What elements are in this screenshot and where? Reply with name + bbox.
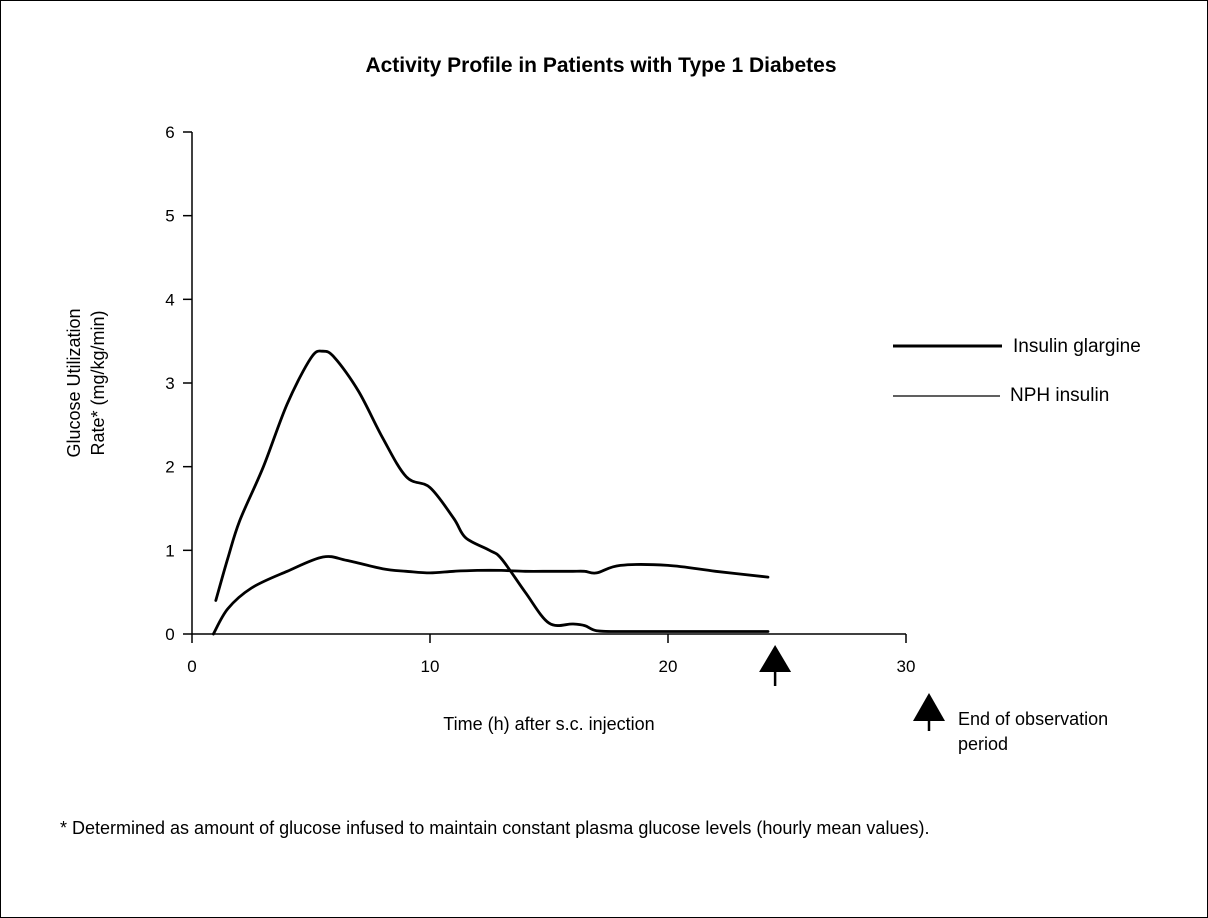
series-line-insulin-glargine (212, 555, 770, 636)
y-axis-label-line2: Rate* (mg/kg/min) (88, 310, 108, 455)
ticks: 0 1 2 3 4 5 6 0 10 20 30 (165, 123, 915, 676)
x-axis-label: Time (h) after s.c. injection (443, 714, 654, 734)
chart-title: Activity Profile in Patients with Type 1… (365, 54, 836, 77)
x-tick-label: 30 (897, 657, 916, 676)
x-tick-label: 20 (659, 657, 678, 676)
series-layer (212, 349, 770, 636)
legend: Insulin glargine NPH insulin (893, 336, 1141, 406)
y-tick-label: 0 (165, 625, 174, 644)
up-arrow-key-icon (913, 693, 945, 721)
footnote: * Determined as amount of glucose infuse… (60, 818, 929, 838)
y-axis-label-line1: Glucose Utilization (64, 308, 84, 457)
y-tick-label: 3 (165, 374, 174, 393)
x-tick-label: 10 (421, 657, 440, 676)
axes (191, 132, 906, 635)
end-observation-marker (759, 645, 792, 686)
annotation-label-line2: period (958, 734, 1008, 754)
series-line-nph-insulin (214, 349, 770, 633)
x-tick-label: 0 (187, 657, 196, 676)
y-tick-label: 1 (165, 541, 174, 560)
annotation-key: End of observation period (913, 693, 1108, 754)
y-tick-label: 2 (165, 458, 174, 477)
y-tick-label: 5 (165, 207, 174, 226)
legend-label-glargine: Insulin glargine (1013, 336, 1141, 357)
annotation-label-line1: End of observation (958, 709, 1108, 729)
y-tick-label: 4 (165, 290, 174, 309)
up-arrow-icon (759, 645, 792, 672)
y-tick-label: 6 (165, 123, 174, 142)
legend-label-nph: NPH insulin (1010, 385, 1109, 406)
